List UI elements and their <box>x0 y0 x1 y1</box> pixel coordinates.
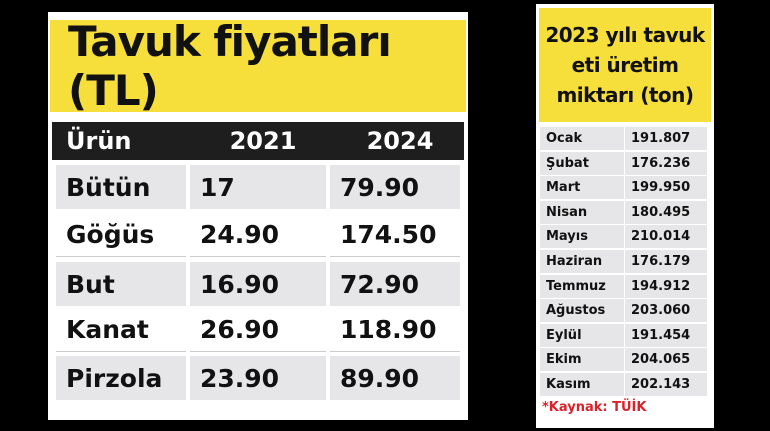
production-title-band: 2023 yılı tavuk eti üretim miktarı (ton) <box>539 8 711 122</box>
production-panel: 2023 yılı tavuk eti üretim miktarı (ton) O… <box>536 4 714 428</box>
amount-cell: 191.454 <box>625 323 707 347</box>
price-cell: 72.90 <box>330 262 460 306</box>
price-table: Ürün 2021 2024 Bütün 17 79.90 Göğüs 24.90 174.50… <box>48 12 468 420</box>
price-cell: 174.50 <box>330 213 460 257</box>
price-cell: 79.90 <box>330 165 460 209</box>
month-cell: Ekim <box>540 348 624 372</box>
price-cell: 26.90 <box>190 308 326 352</box>
price-header-band <box>52 122 464 160</box>
price-cell: 24.90 <box>190 213 326 257</box>
amount-cell: 176.236 <box>625 151 707 175</box>
price-cell: 23.90 <box>190 356 326 400</box>
production-table: Ocak 191.807 Şubat 176.236 Mart 199.950 Nisan 1… <box>536 4 714 428</box>
production-title-line: miktarı (ton) <box>556 83 694 107</box>
header-cell: 2021 <box>229 127 297 155</box>
amount-cell: 194.912 <box>625 274 707 298</box>
price-cell: 89.90 <box>330 356 460 400</box>
price-title: Tavuk fiyatları (TL) <box>68 17 392 115</box>
month-cell: Mart <box>540 176 624 200</box>
amount-cell: 203.060 <box>625 299 707 323</box>
month-cell: Ağustos <box>540 299 624 323</box>
month-cell: Nisan <box>540 200 624 224</box>
amount-cell: 176.179 <box>625 250 707 273</box>
month-cell: Kasım <box>540 373 624 396</box>
amount-cell: 210.014 <box>625 225 707 249</box>
month-cell: Mayıs <box>540 225 624 249</box>
product-cell: But <box>56 262 186 306</box>
amount-cell: 191.807 <box>625 127 707 150</box>
product-cell: Bütün <box>56 165 186 209</box>
price-cell: 16.90 <box>190 262 326 306</box>
product-cell: Pirzola <box>56 356 186 400</box>
month-cell: Haziran <box>540 250 624 273</box>
amount-cell: 199.950 <box>625 176 707 200</box>
price-title-band: Tavuk fiyatları (TL) <box>50 17 466 115</box>
month-cell: Ocak <box>540 127 624 150</box>
source-note: *Kaynak: TÜİK <box>542 400 647 415</box>
month-cell: Eylül <box>540 323 624 347</box>
amount-cell: 180.495 <box>625 200 707 224</box>
month-cell: Temmuz <box>540 274 624 298</box>
product-cell: Kanat <box>56 308 186 352</box>
amount-cell: 204.065 <box>625 348 707 372</box>
header-cell: 2024 <box>366 127 434 155</box>
price-panel: Tavuk fiyatları (TL) Ürün 2021 2024 Bütün 17… <box>48 12 468 420</box>
price-cell: 17 <box>190 165 326 209</box>
amount-cell: 202.143 <box>625 373 707 396</box>
header-cell: Ürün <box>66 127 132 155</box>
price-cell: 118.90 <box>330 308 460 352</box>
product-cell: Göğüs <box>56 213 186 257</box>
production-title-line: eti üretim <box>571 53 679 77</box>
month-cell: Şubat <box>540 151 624 175</box>
production-title-line: 2023 yılı tavuk <box>545 23 705 47</box>
